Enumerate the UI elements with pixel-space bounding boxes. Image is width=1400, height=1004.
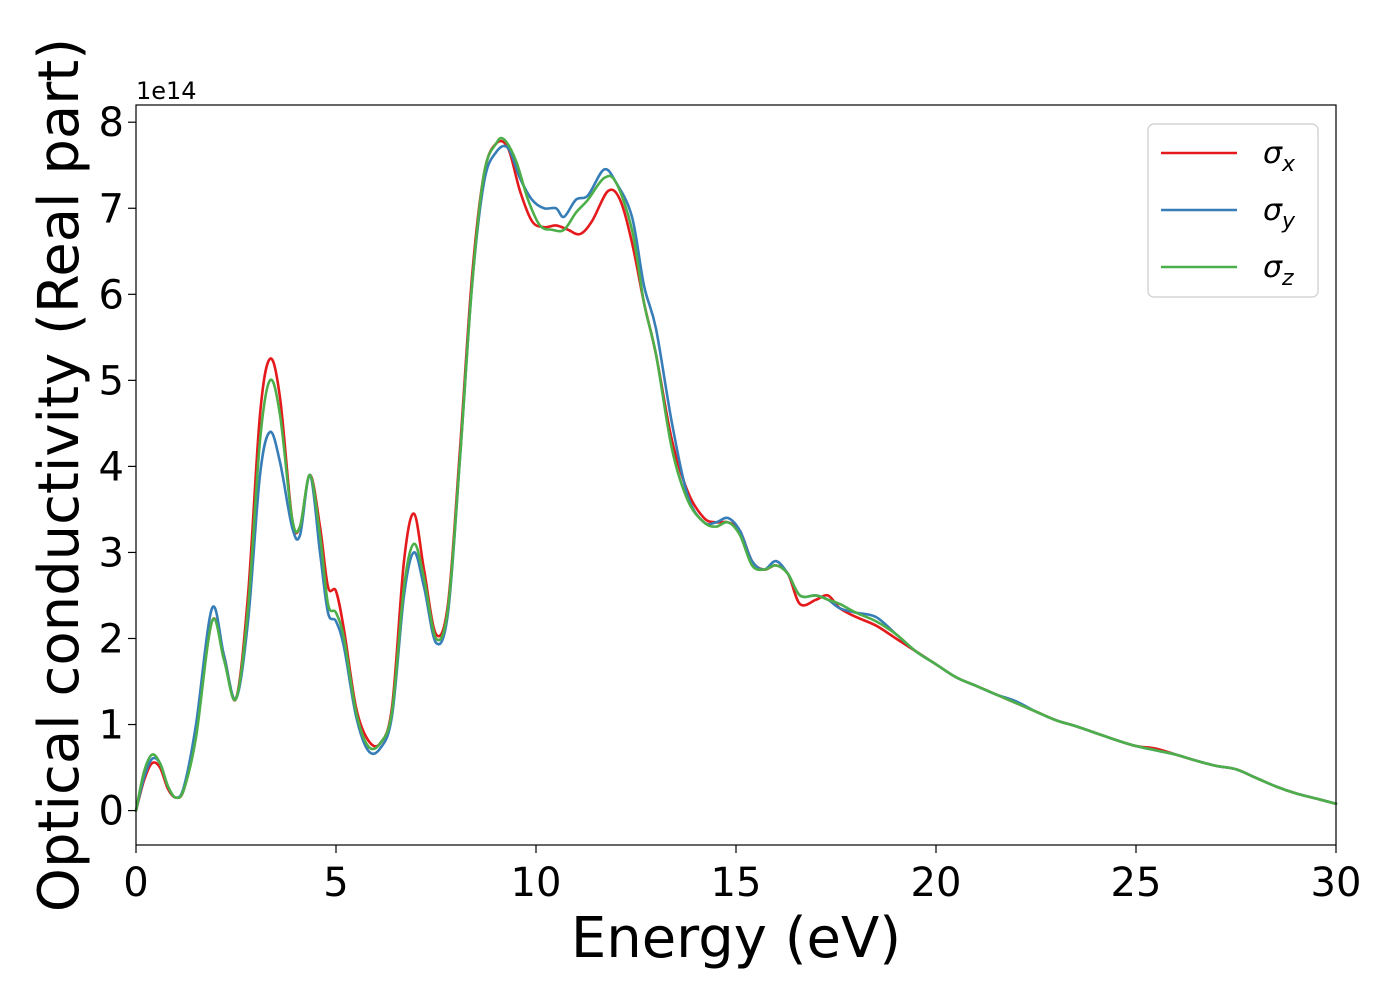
y-tick-label: 5: [99, 358, 124, 404]
y-tick-label: 4: [99, 444, 124, 490]
x-axis: 0 5 10 15 20 25 30: [123, 845, 1361, 906]
legend-label-x: σx: [1263, 136, 1296, 177]
legend: σx σy σz: [1147, 123, 1319, 298]
y-axis-offset-label: 1e14: [136, 77, 197, 105]
series-line-z: [134, 136, 1338, 812]
legend-label-z: σz: [1263, 250, 1294, 291]
y-tick-label: 1: [99, 703, 124, 749]
y-tick-label: 6: [99, 272, 124, 318]
y-tick-label: 7: [99, 186, 124, 232]
x-tick-label: 30: [1311, 860, 1362, 906]
x-tick-label: 0: [123, 860, 148, 906]
y-tick-label: 2: [99, 616, 124, 662]
x-tick-label: 20: [911, 860, 962, 906]
y-tick-label: 8: [99, 100, 124, 146]
x-tick-label: 10: [511, 860, 562, 906]
y-axis-title: Optical conductivity (Real part): [27, 38, 92, 912]
x-tick-label: 15: [711, 860, 762, 906]
x-axis-title: Energy (eV): [571, 906, 901, 971]
x-tick-label: 25: [1111, 860, 1162, 906]
x-tick-label: 5: [323, 860, 348, 906]
y-tick-label: 3: [99, 530, 124, 576]
y-axis: 0 1 2 3 4 5 6 7 8: [99, 100, 136, 835]
y-tick-label: 0: [99, 789, 124, 835]
series-layer: [134, 136, 1338, 812]
legend-label-y: σy: [1263, 193, 1296, 234]
